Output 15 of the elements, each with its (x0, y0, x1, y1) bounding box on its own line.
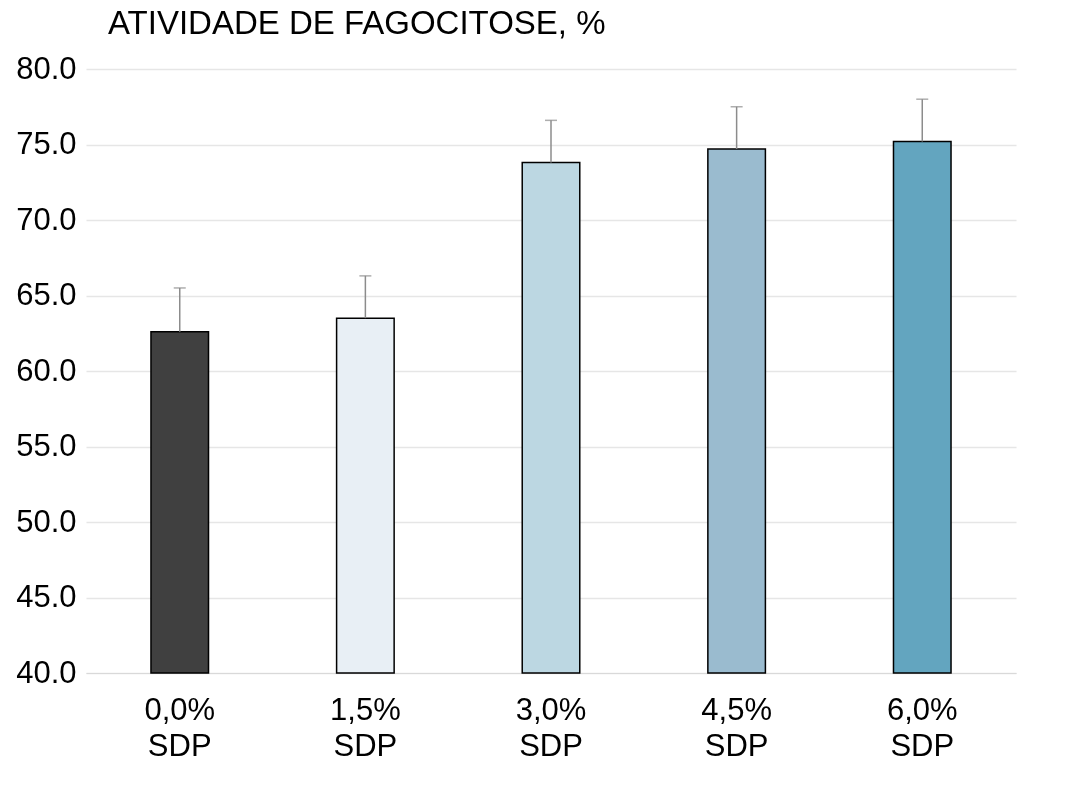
y-tick-label: 65.0 (16, 277, 77, 312)
x-tick-label: 0,0% SDP (144, 691, 216, 763)
y-tick-label: 40.0 (16, 654, 77, 690)
y-tick-label: 60.0 (16, 352, 77, 388)
x-tick-label: 4,5% SDP (701, 691, 772, 763)
chart-title: ATIVIDADE DE FAGOCITOSE, % (108, 4, 606, 41)
y-tick-label: 50.0 (16, 503, 77, 539)
x-tick-label: 3,0% SDP (515, 691, 587, 763)
y-tick-label: 70.0 (16, 201, 77, 237)
y-tick-label: 80.0 (16, 50, 77, 86)
y-tick-label: 75.0 (16, 126, 77, 161)
x-tick-label: 6,0% SDP (886, 691, 958, 763)
y-tick-label: 55.0 (16, 428, 77, 463)
y-tick-label: 45.0 (16, 579, 77, 614)
x-tick-label: 1,5% SDP (330, 691, 401, 763)
